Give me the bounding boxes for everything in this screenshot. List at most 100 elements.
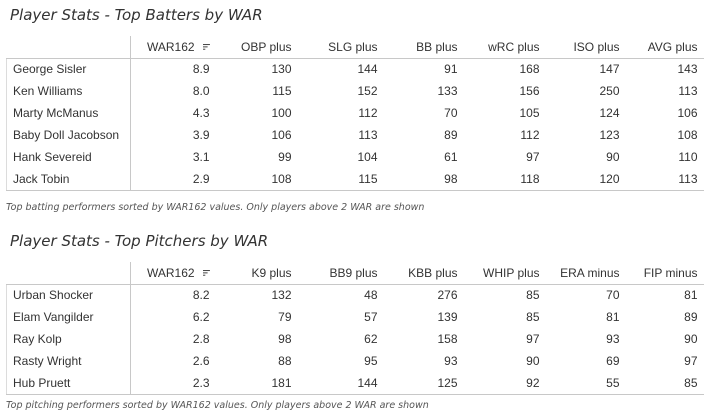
table-row[interactable]: Rasty Wright 2.6 88 95 93 90 69 97	[6, 350, 704, 372]
stat-cell: 156	[519, 84, 540, 98]
pitchers-title: Player Stats - Top Pitchers by WAR	[10, 232, 269, 250]
stat-cell: 2.8	[192, 332, 210, 346]
pitchers-col-header-0[interactable]: WAR162	[130, 262, 216, 285]
stat-cell: 123	[599, 128, 620, 142]
stat-cell: 113	[678, 84, 698, 98]
stat-cell: 70	[444, 106, 458, 120]
stat-cell: 104	[357, 150, 378, 164]
stat-cell: 85	[526, 310, 540, 324]
player-name: Ray Kolp	[6, 328, 131, 350]
table-row[interactable]: Jack Tobin 2.9 108 115 98 118 120 113	[6, 168, 704, 191]
stat-cell: 115	[272, 84, 292, 98]
player-name: Ken Williams	[6, 80, 131, 102]
stat-cell: 276	[437, 288, 458, 303]
stat-cell: 139	[437, 310, 458, 324]
stat-cell: 250	[599, 84, 620, 98]
player-name: Elam Vangilder	[6, 306, 131, 328]
stat-cell: 62	[364, 332, 378, 346]
batters-title: Player Stats - Top Batters by WAR	[10, 6, 263, 24]
batters-col-header-4[interactable]: wRC plus	[463, 36, 546, 59]
stat-cell: 130	[271, 62, 292, 77]
stat-cell: 2.9	[130, 168, 216, 191]
sort-descending-icon[interactable]	[202, 268, 210, 278]
player-name: George Sisler	[6, 58, 131, 80]
player-name: Jack Tobin	[6, 168, 131, 191]
batters-header-row: WAR162 OBP plus SLG plus BB plus wRC plu…	[6, 36, 704, 59]
player-name: Baby Doll Jacobson	[6, 124, 131, 146]
stat-cell: 143	[677, 62, 698, 77]
stat-cell: 55	[545, 372, 626, 395]
pitchers-col-header-5[interactable]: ERA minus	[545, 262, 626, 285]
stat-cell: 97	[684, 354, 698, 368]
stat-cell: 144	[357, 62, 378, 77]
table-row[interactable]: Ken Williams 8.0 115 152 133 156 250 113	[6, 80, 704, 102]
stat-cell: 8.2	[192, 288, 210, 303]
stat-cell: 3.1	[192, 150, 210, 164]
pitchers-col-header-3[interactable]: KBB plus	[383, 262, 464, 285]
table-row[interactable]: Urban Shocker 8.2 132 48 276 85 70 81	[6, 284, 704, 306]
stat-cell: 8.0	[192, 84, 210, 98]
stat-cell: 100	[271, 106, 292, 120]
table-row[interactable]: Marty McManus 4.3 100 112 70 105 124 106	[6, 102, 704, 124]
stat-cell: 112	[520, 128, 540, 142]
stat-cell: 95	[364, 354, 378, 368]
batters-col-header-2[interactable]: SLG plus	[297, 36, 384, 59]
pitchers-col-header-6[interactable]: FIP minus	[625, 262, 704, 285]
player-name: Urban Shocker	[6, 284, 131, 306]
batters-name-header	[6, 36, 131, 59]
table-row[interactable]: Baby Doll Jacobson 3.9 106 113 89 112 123 108	[6, 124, 704, 146]
stat-cell: 168	[519, 62, 540, 77]
pitchers-header-row: WAR162 K9 plus BB9 plus KBB plus WHIP pl…	[6, 262, 704, 285]
stat-cell: 98	[278, 332, 292, 346]
stat-cell: 113	[358, 128, 378, 142]
stat-cell: 133	[437, 84, 458, 98]
batters-col-label-0: WAR162	[147, 39, 195, 54]
stat-cell: 69	[606, 354, 620, 368]
sort-descending-icon[interactable]	[202, 42, 210, 52]
stat-cell: 106	[677, 106, 698, 120]
stat-cell: 152	[357, 84, 378, 98]
pitchers-name-header	[6, 262, 131, 285]
stat-cell: 124	[599, 106, 620, 120]
batters-col-header-5[interactable]: ISO plus	[545, 36, 626, 59]
table-row[interactable]: George Sisler 8.9 130 144 91 168 147 143	[6, 58, 704, 80]
stat-cell: 92	[463, 372, 546, 395]
stat-cell: 93	[444, 354, 458, 368]
batters-col-header-6[interactable]: AVG plus	[625, 36, 704, 59]
stat-cell: 90	[684, 332, 698, 346]
stat-cell: 99	[278, 150, 292, 164]
stat-cell: 89	[684, 310, 698, 324]
pitchers-col-header-2[interactable]: BB9 plus	[297, 262, 384, 285]
batters-col-header-3[interactable]: BB plus	[383, 36, 464, 59]
batters-col-header-0[interactable]: WAR162	[130, 36, 216, 59]
batters-col-header-1[interactable]: OBP plus	[215, 36, 298, 59]
stat-cell: 97	[526, 150, 540, 164]
table-row[interactable]: Ray Kolp 2.8 98 62 158 97 93 90	[6, 328, 704, 350]
stat-cell: 2.3	[130, 372, 216, 395]
stat-cell: 70	[606, 288, 620, 303]
stat-cell: 115	[297, 168, 384, 191]
table-row[interactable]: Elam Vangilder 6.2 79 57 139 85 81 89	[6, 306, 704, 328]
batters-table: WAR162 OBP plus SLG plus BB plus wRC plu…	[6, 36, 704, 191]
stat-cell: 85	[625, 372, 704, 395]
stat-cell: 118	[463, 168, 546, 191]
player-name: Rasty Wright	[6, 350, 131, 372]
table-row[interactable]: Hank Severeid 3.1 99 104 61 97 90 110	[6, 146, 704, 168]
stat-cell: 81	[684, 288, 698, 303]
stat-cell: 91	[444, 62, 458, 77]
pitchers-col-header-4[interactable]: WHIP plus	[463, 262, 546, 285]
stat-cell: 125	[383, 372, 464, 395]
stat-cell: 132	[271, 288, 292, 303]
stat-cell: 120	[545, 168, 626, 191]
stat-cell: 88	[278, 354, 292, 368]
stat-cell: 144	[297, 372, 384, 395]
stat-cell: 105	[519, 106, 540, 120]
stat-cell: 108	[215, 168, 298, 191]
stat-cell: 61	[444, 150, 458, 164]
player-name: Hank Severeid	[6, 146, 131, 168]
stat-cell: 89	[444, 128, 458, 142]
stat-cell: 181	[215, 372, 298, 395]
pitchers-col-header-1[interactable]: K9 plus	[215, 262, 298, 285]
table-row[interactable]: Hub Pruett 2.3 181 144 125 92 55 85	[6, 372, 704, 395]
stat-cell: 113	[625, 168, 704, 191]
